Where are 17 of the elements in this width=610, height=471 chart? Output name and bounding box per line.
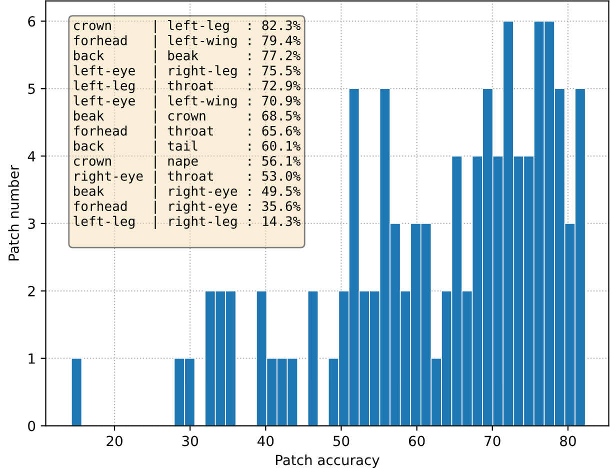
x-tick-label: 60 — [408, 436, 425, 446]
y-tick-label: 6 — [28, 16, 36, 27]
x-tick-label: 20 — [106, 436, 122, 446]
y-tick-label: 4 — [28, 151, 36, 162]
y-axis-title: Patch number — [8, 164, 19, 260]
x-axis-title: Patch accuracy — [276, 454, 380, 468]
x-tick-label: 50 — [333, 436, 350, 446]
text: crown | left-leg : 82.3% forhead | left-wing : 79.4% back | beak : 77.2% left-eye | right-leg : 75.5% left-leg | throat : 72.9% left-eye | left-wing : 70.9% beak | crown : 68.5% forhead | throat : 65.6% back | tail : 60.1% crown | nape : 56.1% right-eye | throat : 53.0% beak | right-eye : 49.5% forhead | right-eye : 35.6% left-leg | right-leg : 14.3% — [74, 20, 301, 229]
x-tick-label: 40 — [258, 436, 274, 446]
x-tick-label: 70 — [484, 436, 500, 446]
y-tick-label: 1 — [28, 354, 35, 364]
y-tick-label: 2 — [28, 286, 35, 296]
y-tick-label: 5 — [28, 84, 35, 94]
x-tick-label: 30 — [182, 436, 198, 446]
x-tick-label: 80 — [560, 436, 576, 446]
y-tick-label: 3 — [28, 218, 35, 229]
y-tick-label: 0 — [28, 420, 36, 432]
